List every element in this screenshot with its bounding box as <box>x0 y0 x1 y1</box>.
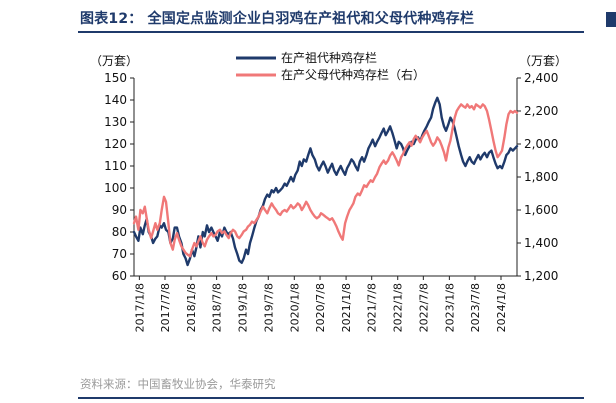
series-line-grandparent <box>132 96 519 267</box>
left-axis-tick-label: 120 <box>104 137 127 151</box>
left-axis-unit: （万套） <box>90 54 138 68</box>
right-axis-tick-label: 1,200 <box>524 269 558 283</box>
right-axis-tick-label: 1,800 <box>524 170 558 184</box>
x-axis-tick-label: 2024/1/8 <box>495 283 508 332</box>
legend-label: 在产祖代种鸡存栏 <box>281 50 377 65</box>
x-axis-tick-label: 2019/1/8 <box>237 283 250 332</box>
left-axis-tick-label: 110 <box>104 159 127 173</box>
left-axis-tick-label: 130 <box>104 115 127 129</box>
x-axis-tick-label: 2021/7/8 <box>366 283 379 332</box>
x-axis-tick-label: 2017/7/8 <box>159 283 172 332</box>
x-axis-tick-label: 2023/1/8 <box>443 283 456 332</box>
x-axis-tick-label: 2020/1/8 <box>288 283 301 332</box>
bottom-divider <box>78 397 584 399</box>
x-axis-tick-label: 2018/1/8 <box>185 283 198 332</box>
left-axis-tick-label: 60 <box>112 269 127 283</box>
right-axis-tick-label: 1,600 <box>524 203 558 217</box>
left-axis-tick-label: 150 <box>104 71 127 85</box>
figure-title: 图表12： 全国定点监测企业白羽鸡在产祖代和父母代种鸡存栏 <box>80 11 475 27</box>
left-axis-tick-label: 70 <box>112 247 127 261</box>
left-axis-tick-label: 100 <box>104 181 127 195</box>
x-axis-tick-label: 2022/1/8 <box>392 283 405 332</box>
legend-label: 在产父母代种鸡存栏（右） <box>281 67 425 82</box>
source-note: 资料来源：中国畜牧业协会，华泰研究 <box>80 377 276 391</box>
series-line-parent <box>132 103 519 258</box>
left-axis-tick-label: 90 <box>112 203 127 217</box>
right-axis-unit: （万套） <box>519 54 567 68</box>
x-axis-tick-label: 2021/1/8 <box>340 283 353 332</box>
right-axis-tick-label: 2,000 <box>524 137 558 151</box>
title-divider <box>78 31 584 33</box>
right-axis-tick-label: 2,200 <box>524 104 558 118</box>
left-axis-tick-label: 80 <box>112 225 127 239</box>
x-axis-tick-label: 2019/7/8 <box>262 283 275 332</box>
adjacent-figure-edge <box>604 12 616 30</box>
x-axis-tick-label: 2022/7/8 <box>417 283 430 332</box>
left-axis-tick-label: 140 <box>104 93 127 107</box>
x-axis-tick-label: 2023/7/8 <box>469 283 482 332</box>
x-axis-tick-label: 2017/1/8 <box>133 283 146 332</box>
right-axis-tick-label: 1,400 <box>524 236 558 250</box>
right-axis-tick-label: 2,400 <box>524 71 558 85</box>
x-axis-tick-label: 2020/7/8 <box>314 283 327 332</box>
x-axis-tick-label: 2018/7/8 <box>211 283 224 332</box>
